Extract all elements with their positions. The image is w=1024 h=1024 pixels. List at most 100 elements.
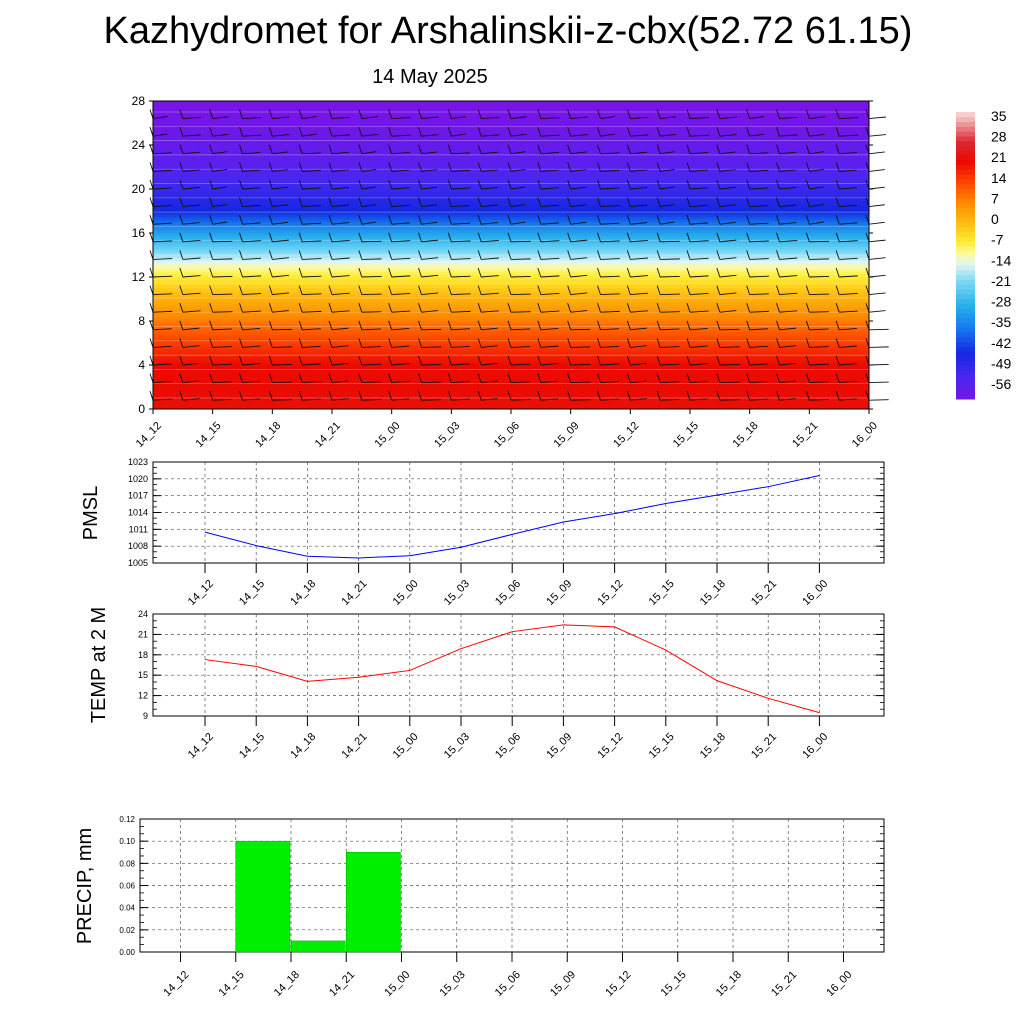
wind-barb-flag bbox=[358, 127, 363, 137]
colorbar-swatch bbox=[956, 346, 975, 352]
wind-barb-flag bbox=[776, 127, 780, 137]
wind-barb-flag bbox=[835, 162, 840, 172]
wind-barb-shaft bbox=[272, 204, 289, 208]
wind-barb-shaft bbox=[212, 311, 233, 313]
wind-barb-shaft bbox=[809, 204, 824, 208]
wind-barb-shaft bbox=[421, 239, 439, 243]
wind-barb-shaft bbox=[540, 257, 560, 260]
wind-barb-shaft bbox=[451, 205, 471, 208]
wind-barb-shaft bbox=[242, 134, 262, 137]
wind-barb-shaft bbox=[152, 293, 173, 296]
wind-barb-shaft bbox=[272, 134, 290, 137]
wind-barb-shaft bbox=[868, 381, 889, 384]
wind-barb-flag bbox=[835, 303, 840, 313]
wind-barb-shaft bbox=[809, 276, 830, 278]
wind-barb-flag bbox=[209, 338, 214, 348]
wind-barb-shaft bbox=[719, 134, 737, 137]
heatmap-band bbox=[153, 334, 869, 338]
wind-barb-flag bbox=[656, 338, 661, 348]
wind-barb-flag bbox=[268, 355, 273, 366]
heatmap-xtick-label: 14_18 bbox=[253, 420, 283, 450]
wind-barb-flag bbox=[686, 267, 691, 278]
wind-barb-shaft bbox=[481, 134, 500, 137]
wind-barb-flag bbox=[626, 197, 631, 207]
wind-barb-shaft bbox=[749, 381, 769, 384]
wind-barb-flag bbox=[179, 215, 184, 225]
wind-barb-flag bbox=[298, 215, 303, 225]
wind-barb-shaft bbox=[510, 293, 531, 296]
wind-barb-shaft bbox=[779, 380, 797, 384]
wind-barb-shaft bbox=[242, 327, 261, 331]
wind-barb-shaft bbox=[779, 362, 797, 366]
wind-barb-flag bbox=[418, 303, 422, 313]
wind-barb-shaft bbox=[451, 398, 470, 401]
heatmap-band bbox=[153, 405, 869, 410]
wind-barb-shaft bbox=[212, 151, 228, 155]
wind-barb-flag bbox=[716, 267, 721, 278]
heatmap-band bbox=[153, 381, 869, 385]
wind-barb-flag bbox=[477, 267, 482, 278]
wind-barb-shaft bbox=[749, 205, 769, 208]
colorbar-swatch bbox=[956, 241, 975, 247]
wind-barb-shaft bbox=[719, 346, 740, 348]
wind-barb-shaft bbox=[451, 169, 471, 172]
colorbar-swatch bbox=[956, 116, 975, 123]
wind-barb-shaft bbox=[779, 222, 797, 225]
wind-barb-flag bbox=[537, 391, 542, 401]
wind-barb-flag bbox=[716, 355, 721, 366]
wind-barb-shaft bbox=[868, 239, 886, 243]
wind-barb-shaft bbox=[600, 293, 620, 296]
wind-barb-flag bbox=[716, 285, 721, 295]
xtick-label: 14_12 bbox=[161, 969, 191, 999]
wind-barb-shaft bbox=[451, 310, 471, 313]
wind-barb-shaft bbox=[540, 204, 559, 208]
wind-barb-flag bbox=[626, 267, 631, 278]
wind-barb-shaft bbox=[391, 398, 410, 401]
wind-barb-flag bbox=[537, 267, 542, 278]
wind-barb-flag bbox=[268, 303, 273, 313]
wind-barb-flag bbox=[179, 373, 184, 383]
wind-barb-shaft bbox=[749, 293, 769, 296]
heatmap-band bbox=[153, 152, 869, 157]
heatmap-band bbox=[153, 128, 869, 132]
wind-barb-shaft bbox=[570, 221, 587, 225]
wind-barb-flag bbox=[507, 197, 512, 207]
wind-barb-flag bbox=[328, 179, 333, 190]
wind-barb-shaft bbox=[481, 151, 499, 155]
wind-barb-flag bbox=[805, 179, 810, 190]
wind-barb-shaft bbox=[421, 381, 442, 384]
heatmap-band bbox=[153, 276, 869, 281]
wind-barb-shaft bbox=[839, 310, 858, 313]
heatmap-xtick-label: 16_00 bbox=[850, 420, 880, 450]
wind-barb-flag bbox=[626, 127, 631, 137]
wind-barb-flag bbox=[388, 391, 393, 401]
wind-barb-shaft bbox=[510, 311, 531, 313]
heatmap-band bbox=[153, 359, 869, 363]
heatmap-band bbox=[153, 196, 869, 201]
wind-barb-shaft bbox=[839, 134, 858, 137]
xtick-label: 15_21 bbox=[769, 969, 799, 999]
wind-barb-flag bbox=[686, 127, 691, 137]
heatmap-band bbox=[153, 326, 869, 330]
heatmap-band bbox=[153, 141, 869, 146]
wind-barb-shaft bbox=[302, 116, 317, 120]
heatmap-band bbox=[153, 400, 869, 404]
wind-barb-shaft bbox=[272, 399, 293, 401]
wind-barb-flag bbox=[835, 127, 840, 137]
precip-bar bbox=[290, 940, 346, 953]
wind-barb-shaft bbox=[242, 204, 261, 208]
heatmap-band bbox=[153, 218, 869, 223]
wind-barb-flag bbox=[626, 109, 631, 119]
wind-barb-shaft bbox=[421, 292, 439, 296]
wind-barb-flag bbox=[298, 109, 303, 119]
colorbar-swatch bbox=[956, 145, 975, 151]
wind-barb-flag bbox=[179, 109, 184, 119]
xtick-label: 14_15 bbox=[217, 969, 247, 999]
wind-barb-flag bbox=[239, 232, 243, 242]
wind-barb-flag bbox=[597, 285, 601, 295]
colorbar-swatch bbox=[956, 288, 975, 295]
wind-barb-shaft bbox=[212, 293, 233, 296]
wind-barb-flag bbox=[477, 215, 482, 225]
wind-barb-shaft bbox=[630, 134, 649, 137]
